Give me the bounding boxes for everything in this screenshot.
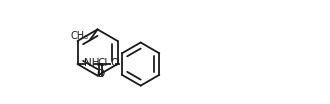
Text: O: O [111, 58, 119, 68]
Text: O: O [96, 69, 105, 79]
Text: CH₃: CH₃ [70, 31, 88, 41]
Text: Cl: Cl [97, 58, 108, 67]
Text: NH: NH [84, 58, 100, 68]
